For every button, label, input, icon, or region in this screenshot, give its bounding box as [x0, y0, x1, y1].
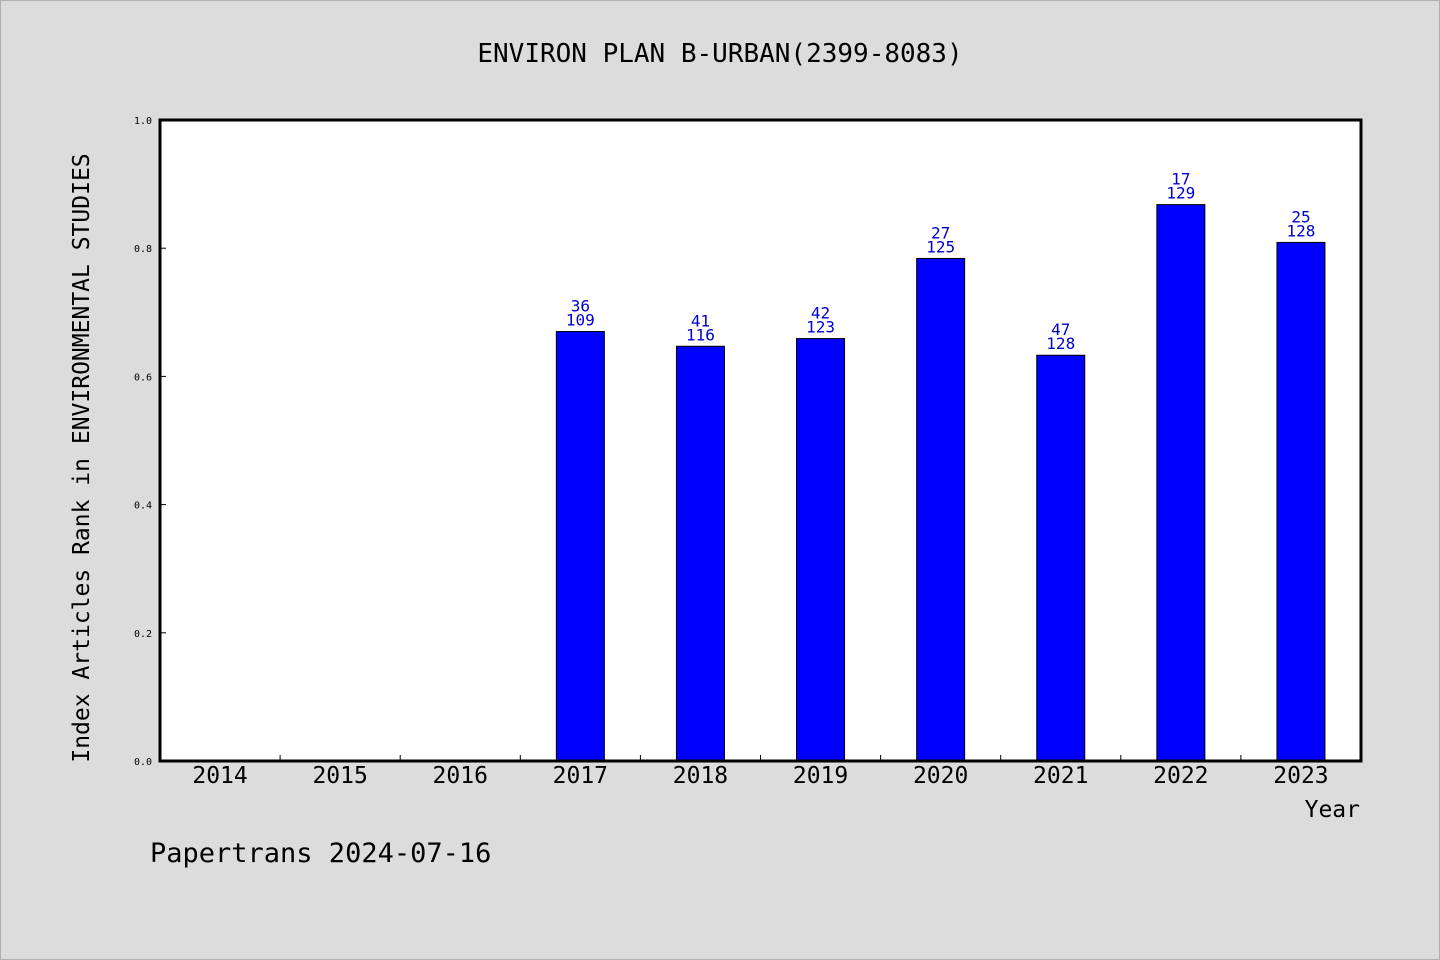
bar-total-label: 128	[1286, 221, 1315, 240]
bar-rank-label: 41	[691, 311, 710, 330]
x-axis-label: Year	[1305, 797, 1360, 823]
y-tick-label: 0.0	[134, 757, 152, 768]
x-tick-label: 2015	[312, 763, 367, 789]
bar-2023	[1276, 241, 1326, 762]
x-tick-label: 2016	[433, 763, 488, 789]
x-tick-label: 2019	[793, 763, 848, 789]
bar-2020	[916, 257, 966, 762]
x-tick-label: 2023	[1273, 763, 1328, 789]
bar-total-label: 123	[806, 318, 835, 337]
x-tick-label: 2017	[553, 763, 608, 789]
bars-group	[555, 204, 1326, 762]
y-tick-label: 0.2	[134, 629, 152, 640]
y-axis-label: Index Articles Rank in ENVIRONMENTAL STU…	[69, 153, 95, 762]
bar-2018	[675, 345, 725, 762]
x-tick-label: 2021	[1033, 763, 1088, 789]
x-tick-label: 2018	[673, 763, 728, 789]
bar-total-label: 109	[566, 311, 595, 330]
bar-2019	[796, 338, 846, 762]
y-tick-label: 0.4	[134, 501, 152, 512]
y-tick-label: 0.8	[134, 244, 152, 255]
bar-rank-label: 36	[571, 297, 590, 316]
x-tick-label: 2020	[913, 763, 968, 789]
bar-total-label: 116	[686, 325, 715, 344]
bar-2022	[1156, 204, 1206, 762]
bar-rank-label: 17	[1171, 170, 1190, 189]
bar-rank-label: 47	[1051, 320, 1070, 339]
y-tick-label: 1.0	[134, 116, 152, 127]
footer-credit: Papertrans 2024-07-16	[150, 838, 491, 869]
x-tick-label: 2022	[1153, 763, 1208, 789]
chart-title: ENVIRON PLAN B-URBAN(2399-8083)	[477, 39, 962, 69]
x-axis-ticks: 2014 2015 2016 2017 2018 2019 2020 2021 2022 2023	[192, 755, 1329, 789]
x-tick-label: 2014	[192, 763, 247, 789]
bar-2017	[555, 331, 605, 762]
y-tick-label: 0.6	[134, 372, 152, 383]
bar-rank-label: 27	[931, 223, 950, 242]
bar-2021	[1036, 354, 1086, 762]
bar-total-label: 128	[1046, 334, 1075, 353]
bar-rank-label: 25	[1291, 207, 1310, 226]
bar-total-label: 129	[1166, 184, 1195, 203]
bar-rank-label: 42	[811, 304, 830, 323]
plot-border	[158, 118, 1363, 763]
bar-total-label: 125	[926, 237, 955, 256]
